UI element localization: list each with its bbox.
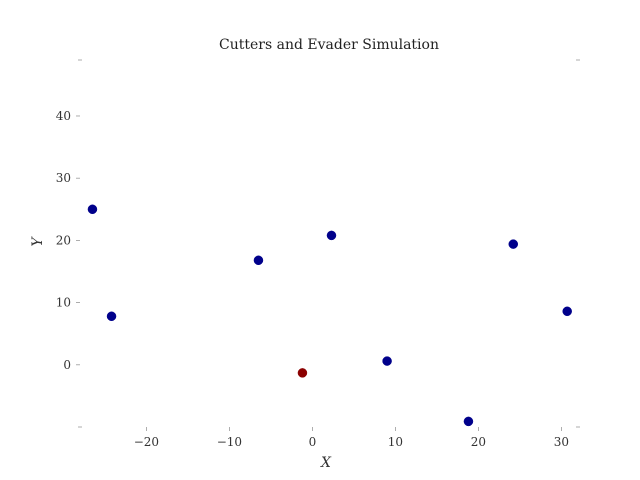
- y-tick-label: 20: [56, 233, 71, 247]
- cutter-point: [253, 255, 264, 266]
- y-tick-label: 0: [63, 358, 71, 372]
- cutter-point: [106, 311, 117, 322]
- y-tick-label: 30: [56, 171, 71, 185]
- y-axis: 0 10 20 30 40: [56, 59, 580, 428]
- data-points: [87, 204, 572, 427]
- y-tick-label: 10: [56, 296, 71, 310]
- x-tick-label: 0: [309, 435, 317, 449]
- cutter-point: [382, 356, 392, 366]
- x-axis: −20 −10 0 10 20 30: [134, 427, 569, 449]
- x-tick-label: 10: [388, 435, 403, 449]
- cutter-point: [326, 230, 337, 241]
- chart-title: Cutters and Evader Simulation: [219, 37, 439, 53]
- cutter-point: [562, 306, 572, 317]
- cutter-point: [87, 204, 98, 215]
- cutter-point: [508, 239, 519, 249]
- x-tick-label: 30: [554, 435, 569, 449]
- y-tick-label: 40: [56, 109, 71, 123]
- x-tick-label: 20: [471, 435, 486, 449]
- x-tick-label: −20: [134, 435, 159, 449]
- cutter-point: [463, 416, 474, 427]
- x-axis-label: X: [320, 455, 332, 471]
- x-tick-label: −10: [217, 435, 242, 449]
- evader-point: [297, 368, 308, 378]
- y-axis-label: Y: [30, 236, 46, 247]
